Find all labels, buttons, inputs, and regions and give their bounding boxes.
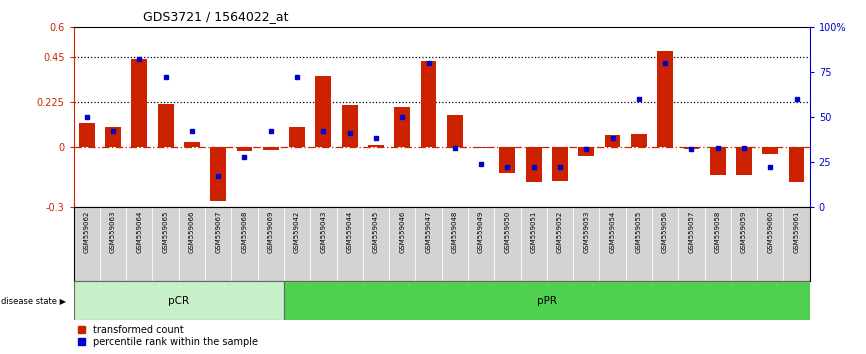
Bar <box>604 135 620 147</box>
Text: GSM559067: GSM559067 <box>216 211 221 253</box>
Bar <box>79 123 94 147</box>
Text: GSM559042: GSM559042 <box>294 211 300 253</box>
Bar <box>315 76 331 147</box>
Text: GSM559061: GSM559061 <box>793 211 799 253</box>
Text: GSM559069: GSM559069 <box>268 211 274 253</box>
Text: GSM559054: GSM559054 <box>610 211 616 253</box>
Bar <box>657 51 673 147</box>
Bar <box>158 104 173 147</box>
Text: GSM559044: GSM559044 <box>346 211 352 253</box>
Text: GSM559065: GSM559065 <box>163 211 169 253</box>
Bar <box>631 134 647 147</box>
Bar <box>132 59 147 147</box>
Bar <box>236 147 252 151</box>
Bar <box>710 147 726 175</box>
Text: GSM559048: GSM559048 <box>452 211 458 253</box>
Bar <box>289 127 305 147</box>
Text: GSM559052: GSM559052 <box>557 211 563 253</box>
Text: GSM559056: GSM559056 <box>662 211 668 253</box>
Text: GSM559053: GSM559053 <box>584 211 589 253</box>
Text: GDS3721 / 1564022_at: GDS3721 / 1564022_at <box>143 10 288 23</box>
FancyBboxPatch shape <box>74 281 284 320</box>
Text: GSM559060: GSM559060 <box>767 211 773 253</box>
Bar <box>421 61 436 147</box>
Text: GSM559055: GSM559055 <box>636 211 642 253</box>
Bar <box>263 147 279 150</box>
Text: pCR: pCR <box>168 296 190 306</box>
FancyBboxPatch shape <box>284 281 810 320</box>
Bar <box>105 127 121 147</box>
Bar <box>500 147 515 173</box>
Legend: transformed count, percentile rank within the sample: transformed count, percentile rank withi… <box>79 325 258 347</box>
Bar <box>368 145 384 147</box>
Bar <box>184 142 200 147</box>
Text: GSM559058: GSM559058 <box>714 211 721 253</box>
Bar <box>342 105 358 147</box>
Bar <box>762 147 779 154</box>
Text: GSM559059: GSM559059 <box>741 211 747 253</box>
Text: GSM559064: GSM559064 <box>136 211 142 253</box>
Text: GSM559045: GSM559045 <box>373 211 379 253</box>
Text: pPR: pPR <box>537 296 557 306</box>
Text: GSM559068: GSM559068 <box>242 211 248 253</box>
Text: GSM559066: GSM559066 <box>189 211 195 253</box>
Bar <box>789 147 805 182</box>
Bar <box>526 147 541 182</box>
Text: GSM559062: GSM559062 <box>84 211 90 253</box>
Text: GSM559063: GSM559063 <box>110 211 116 253</box>
Bar <box>473 147 489 148</box>
Text: GSM559047: GSM559047 <box>425 211 431 253</box>
Bar <box>578 147 594 156</box>
Text: GSM559043: GSM559043 <box>320 211 326 253</box>
Bar <box>394 107 410 147</box>
Text: GSM559051: GSM559051 <box>531 211 537 253</box>
Text: GSM559057: GSM559057 <box>688 211 695 253</box>
Text: GSM559050: GSM559050 <box>504 211 510 253</box>
Text: GSM559046: GSM559046 <box>399 211 405 253</box>
Bar <box>683 147 699 149</box>
Text: GSM559049: GSM559049 <box>478 211 484 253</box>
Bar <box>736 147 752 175</box>
Bar <box>210 147 226 201</box>
Bar <box>447 115 462 147</box>
Bar <box>553 147 568 181</box>
Text: disease state ▶: disease state ▶ <box>1 296 66 306</box>
